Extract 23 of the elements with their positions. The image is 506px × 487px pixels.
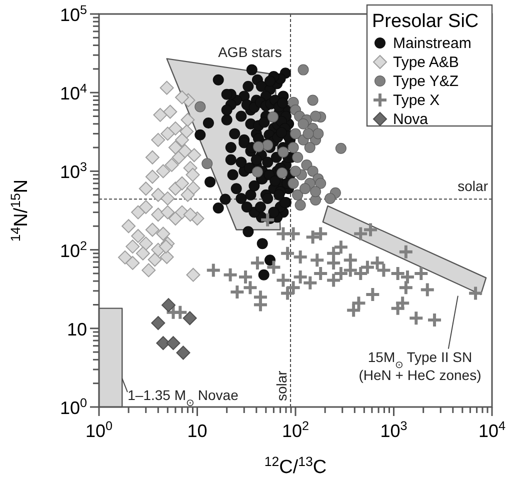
y-tick-label: 10 (66, 319, 87, 340)
x-tick-label: 10$^{3}$ (380, 419, 408, 441)
x-axis-title: $^{12}$C/$^{13}$C (264, 454, 327, 478)
x-tick-label: 10$^{4}$ (478, 419, 506, 441)
x-tick-label: 10$^{2}$ (282, 419, 310, 441)
annotation: 1–1.35 M$_{⊙}$ Novae (128, 387, 239, 408)
ref-line-label: solar (458, 178, 488, 194)
legend-title: Presolar SiC (372, 11, 479, 32)
y-tick-label: 10$^{0}$ (60, 396, 87, 418)
legend-label: Mainstream (393, 35, 472, 52)
annotation: 15M$_{⊙}$ Type II SN (HeN + HeC zones) (358, 349, 482, 383)
x-tick-label: 10$^{0}$ (85, 419, 113, 441)
legend-label: Type X (393, 92, 440, 109)
annotation: AGB stars (218, 44, 282, 60)
y-tick-label: 10$^{4}$ (60, 82, 87, 104)
legend-label: Type Y&Z (393, 73, 459, 90)
legend-label: Type A&B (393, 54, 459, 71)
legend-label: Nova (393, 111, 429, 128)
y-tick-label: 10$^{2}$ (60, 238, 87, 261)
y-tick-label: 10$^{5}$ (60, 3, 87, 25)
ref-line-label: solar (274, 370, 290, 401)
y-tick-label: 10$^{3}$ (60, 160, 87, 182)
x-tick-label: 10 (187, 421, 208, 441)
